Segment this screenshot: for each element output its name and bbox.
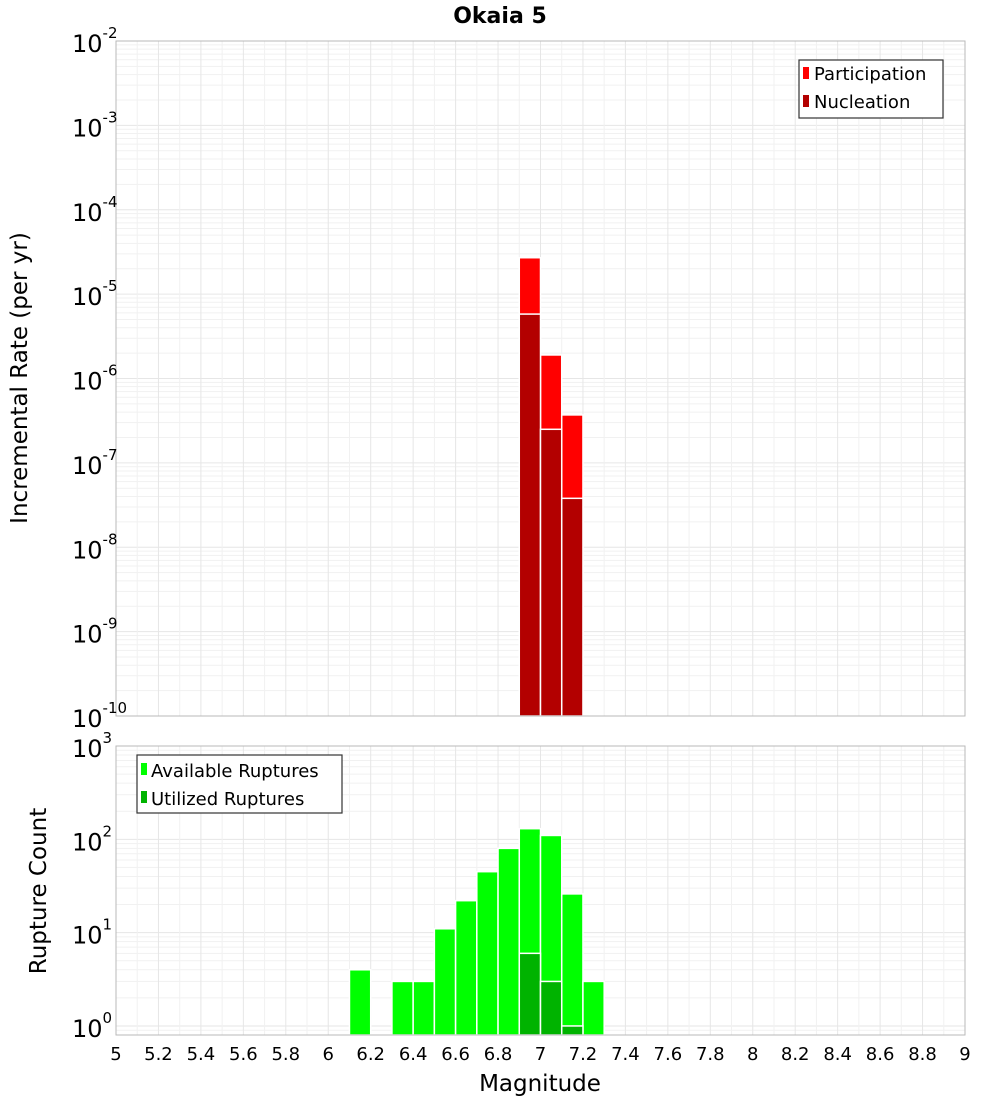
x-tick-label: 5.8 <box>271 1044 300 1065</box>
x-tick-label: 7.2 <box>569 1044 598 1065</box>
x-tick-label: 8.4 <box>823 1044 852 1065</box>
top-panel: 10-10 10-9 10-8 10-7 10-6 10-5 10-4 10-3 10-2 In… <box>7 24 966 733</box>
x-tick-label: 8.8 <box>908 1044 937 1065</box>
x-tick-label: 6.4 <box>399 1044 428 1065</box>
bottom-y-tick-label: 103 <box>72 729 112 763</box>
top-bar-nucleation <box>560 497 584 717</box>
top-bars <box>518 256 584 717</box>
top-y-ticks: 10-10 10-9 10-8 10-7 10-6 10-5 10-4 10-3 10-2 <box>72 24 127 733</box>
legend-available-label: Available Ruptures <box>151 761 319 782</box>
x-tick-label: 5.2 <box>144 1044 173 1065</box>
top-plot-frame <box>115 40 966 717</box>
top-y-axis-label: Incremental Rate (per yr) <box>7 232 33 524</box>
bottom-bar-utilized-ruptures <box>518 952 542 1036</box>
top-y-tick-label: 10-5 <box>72 277 118 311</box>
legend-available-swatch <box>141 763 147 775</box>
top-y-tick-label: 10-10 <box>72 699 127 733</box>
top-legend-box <box>798 59 944 119</box>
top-legend: Participation Nucleation <box>798 59 944 119</box>
top-y-tick-label: 10-8 <box>72 530 118 564</box>
bottom-y-ticks: 100 101 102 103 <box>72 729 112 1043</box>
x-tick-label: 6.2 <box>356 1044 385 1065</box>
legend-participation-swatch <box>803 67 809 79</box>
x-tick-label: 6.8 <box>484 1044 513 1065</box>
bottom-y-tick-label: 101 <box>72 916 112 950</box>
bottom-bar-available-ruptures <box>348 969 372 1036</box>
bottom-y-tick-label: 102 <box>72 822 112 856</box>
bottom-plot-frame <box>115 745 966 1036</box>
x-tick-label: 5.6 <box>229 1044 258 1065</box>
top-y-tick-label: 10-9 <box>72 615 118 649</box>
bottom-bar-available-ruptures <box>476 870 499 1036</box>
x-tick-label: 7 <box>535 1044 546 1065</box>
top-bar-nucleation <box>518 313 542 717</box>
bottom-bar-available-ruptures <box>433 928 457 1036</box>
x-tick-label: 6 <box>323 1044 334 1065</box>
bottom-bars <box>348 827 605 1036</box>
x-tick-label: 8.2 <box>781 1044 810 1065</box>
bottom-bar-available-ruptures <box>582 980 605 1036</box>
x-tick-label: 9 <box>959 1044 970 1065</box>
bottom-y-axis-label: Rupture Count <box>26 808 52 974</box>
x-tick-label: 5 <box>110 1044 121 1065</box>
bottom-legend-box <box>136 754 343 814</box>
legend-nucleation-label: Nucleation <box>814 92 910 113</box>
x-tick-label: 7.4 <box>611 1044 640 1065</box>
bottom-panel: 100 101 102 103 5 5.2 5.4 5.6 5.8 6 6.2 6.4 6.6 6.8 7… <box>26 729 971 1097</box>
x-tick-label: 7.8 <box>696 1044 725 1065</box>
bottom-bar-utilized-ruptures <box>539 980 563 1036</box>
legend-participation-label: Participation <box>814 64 926 85</box>
x-tick-label: 6.6 <box>441 1044 470 1065</box>
bottom-bar-available-ruptures <box>560 893 584 1036</box>
legend-nucleation-swatch <box>803 95 809 107</box>
legend-utilized-swatch <box>141 791 147 803</box>
top-y-tick-label: 10-4 <box>72 193 118 227</box>
x-tick-label: 7.6 <box>654 1044 683 1065</box>
bottom-bar-available-ruptures <box>454 899 478 1036</box>
bottom-bar-available-ruptures <box>391 980 414 1036</box>
x-tick-label: 8.6 <box>866 1044 895 1065</box>
top-bar-nucleation <box>539 428 563 717</box>
bottom-bar-available-ruptures <box>412 980 436 1036</box>
x-tick-label: 5.4 <box>187 1044 216 1065</box>
x-ticks: 5 5.2 5.4 5.6 5.8 6 6.2 6.4 6.6 6.8 7 7.2 7.4 7.6 7.8 8… <box>110 1044 970 1065</box>
bottom-bar-utilized-ruptures <box>560 1025 584 1036</box>
chart-title: Okaia 5 <box>453 4 547 29</box>
bottom-y-tick-label: 100 <box>72 1009 112 1043</box>
top-y-tick-label: 10-3 <box>72 108 118 142</box>
bottom-legend: Available Ruptures Utilized Ruptures <box>136 754 343 814</box>
top-y-tick-label: 10-2 <box>72 24 118 58</box>
top-y-tick-label: 10-6 <box>72 362 118 396</box>
top-y-tick-label: 10-7 <box>72 446 118 480</box>
legend-utilized-label: Utilized Ruptures <box>151 789 304 810</box>
x-axis-label: Magnitude <box>479 1071 601 1097</box>
bottom-bar-available-ruptures <box>497 847 521 1036</box>
x-tick-label: 8 <box>747 1044 758 1065</box>
